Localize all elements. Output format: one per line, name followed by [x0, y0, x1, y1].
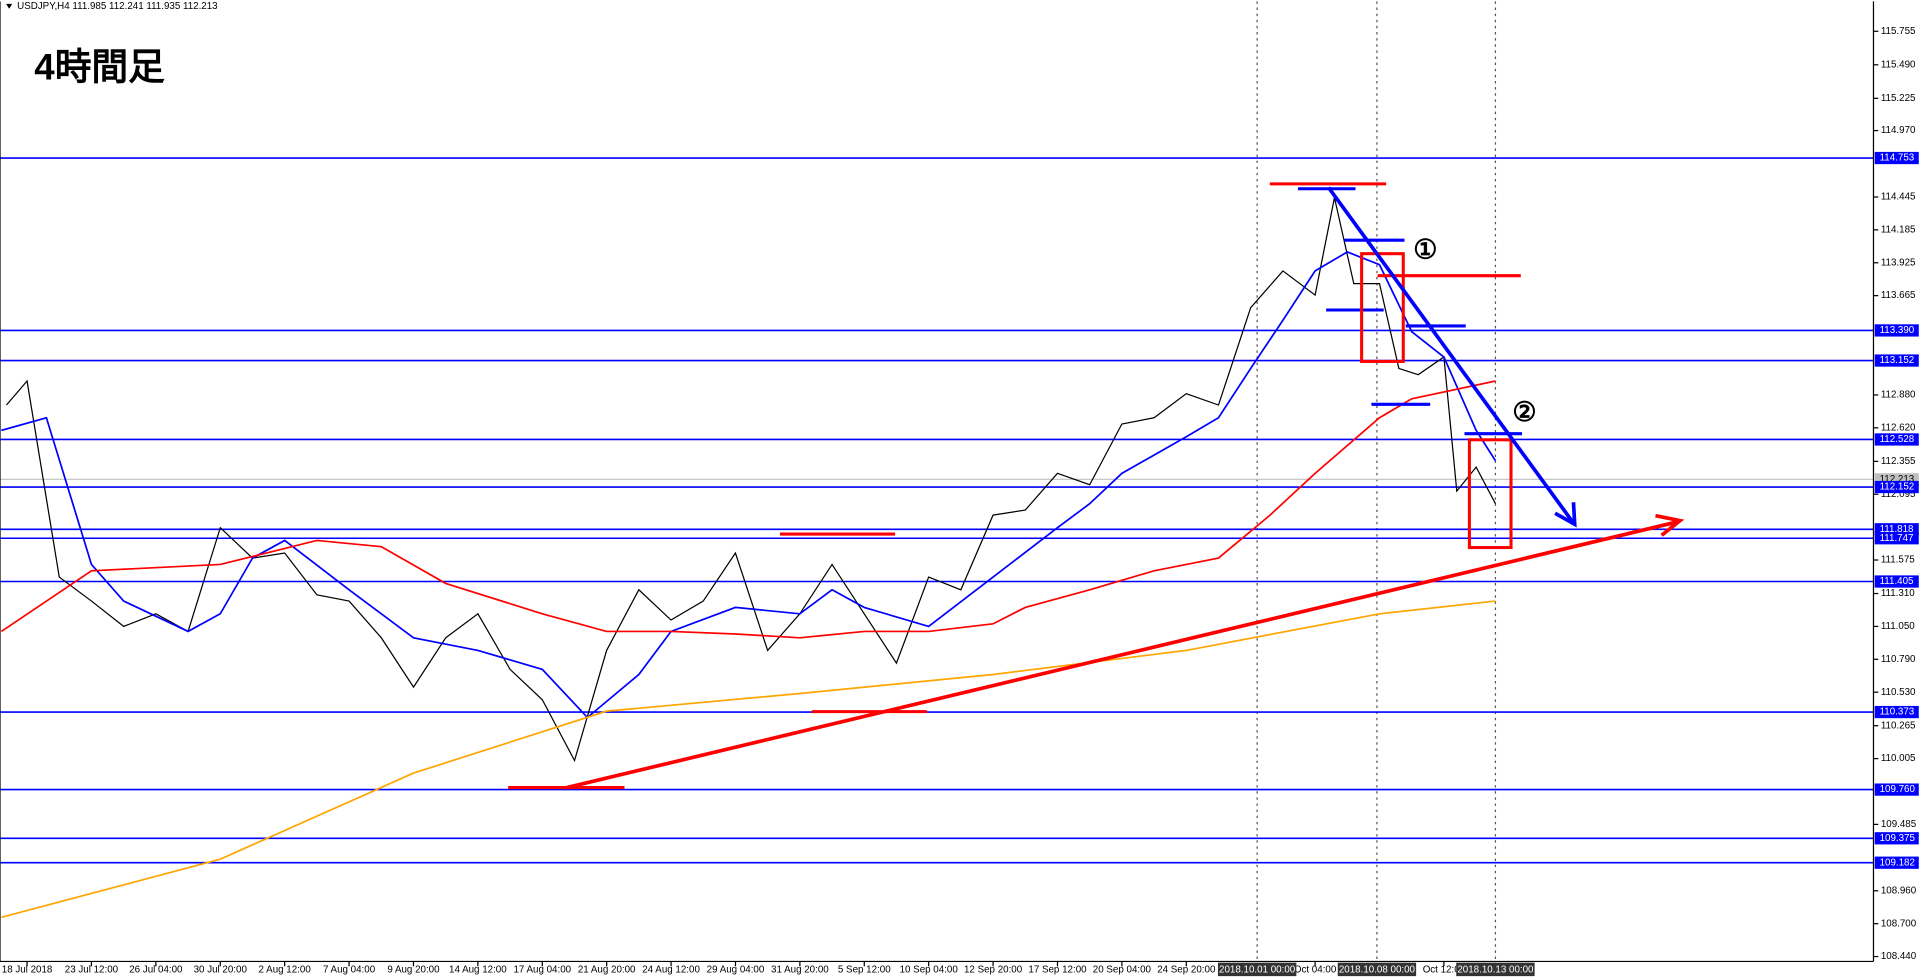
y-tick-label: 110.005: [1881, 753, 1916, 764]
level-label: 111.405: [1880, 576, 1914, 587]
drawings: [508, 182, 1685, 790]
y-tick-label: 110.790: [1881, 654, 1916, 665]
x-tick-label: Oct 04:00: [1294, 965, 1337, 976]
y-tick-label: 108.440: [1881, 951, 1917, 962]
x-tick-label: 31 Aug 20:00: [771, 965, 829, 976]
x-tick-label: 14 Aug 12:00: [449, 965, 507, 976]
series-line: [0, 380, 1496, 639]
x-tick-label: 9 Aug 20:00: [387, 965, 440, 976]
arrow-head: [1554, 502, 1577, 528]
chart-title: 4時間足: [34, 47, 165, 88]
x-tick-label: 26 Jul 04:00: [129, 965, 183, 976]
y-tick-label: 112.880: [1881, 390, 1916, 401]
y-tick-label: 115.225: [1881, 93, 1916, 104]
level-label: 111.818: [1880, 524, 1914, 535]
arrow-head: [1655, 513, 1685, 537]
y-tick-label: 114.970: [1881, 125, 1916, 136]
level-label: 112.152: [1880, 482, 1915, 493]
y-tick-label: 113.925: [1881, 257, 1916, 268]
chart-header: USDJPY,H4 111.985 112.241 111.935 112.21…: [17, 1, 218, 12]
level-label: 109.760: [1880, 784, 1916, 795]
level-label: 109.182: [1880, 857, 1915, 868]
series-layer: [0, 197, 1497, 919]
level-label-box: [1874, 480, 1919, 494]
annotation: ①: [1413, 234, 1437, 264]
marker-label-box: [1456, 962, 1535, 977]
level-label-box: [1874, 832, 1919, 845]
level-label: 110.373: [1880, 707, 1915, 718]
level-label: 114.753: [1880, 153, 1915, 164]
y-tick-label: 109.485: [1881, 819, 1917, 830]
axis-layer: 115.755 115.490 115.225 114.970 114.445 114.1…: [2, 26, 1919, 977]
y-tick-label: 108.700: [1881, 918, 1917, 929]
y-tick-label: 108.960: [1881, 885, 1917, 896]
y-tick-label: 111.310: [1881, 588, 1915, 599]
y-tick-label: 112.620: [1881, 422, 1916, 433]
x-tick-label: 23 Jul 12:00: [65, 965, 119, 976]
y-tick-label: 115.490: [1881, 59, 1916, 70]
x-tick-label: 12 Sep 20:00: [964, 965, 1023, 976]
level-label: 113.152: [1880, 355, 1915, 366]
y-tick-label: 112.095: [1881, 489, 1916, 500]
series-line: [1, 251, 1497, 719]
level-label-box: [1874, 532, 1919, 545]
level-label-box: [1874, 575, 1919, 588]
marker-label: 2018.10.01 00:00: [1219, 965, 1296, 976]
x-tick-label: 24 Sep 20:00: [1157, 965, 1216, 976]
trend-line: [566, 520, 1678, 790]
x-tick-label: 21 Aug 20:00: [578, 965, 636, 976]
grid-layer: [0, 1, 1874, 962]
x-tick-label: Oct 12:00: [1423, 965, 1466, 976]
x-tick-label: 29 Aug 04:00: [707, 965, 765, 976]
x-tick-label: 18 Jul 2018: [2, 965, 53, 976]
level-label: 113.390: [1880, 325, 1915, 336]
y-tick-label: 110.265: [1881, 720, 1916, 731]
y-tick-label: 114.445: [1881, 192, 1916, 203]
y-tick-label: 110.530: [1881, 687, 1916, 698]
level-label: 111.747: [1880, 533, 1914, 544]
x-tick-label: 17 Sep 12:00: [1028, 965, 1087, 976]
levels-layer: [0, 157, 1874, 864]
y-tick-label: 115.755: [1881, 26, 1916, 37]
y-tick-label: 113.665: [1881, 290, 1916, 301]
marker-label-box: [1337, 962, 1417, 977]
x-tick-label: 17 Aug 04:00: [513, 965, 571, 976]
x-tick-label: 30 Jul 20:00: [194, 965, 248, 976]
y-tick-label: 114.185: [1881, 224, 1916, 235]
x-tick-label: 20 Sep 04:00: [1093, 965, 1152, 976]
marker-label-box: [1217, 962, 1297, 977]
annotation: ②: [1512, 397, 1536, 427]
x-tick-label: 7 Aug 04:00: [323, 965, 376, 976]
level-label: 109.375: [1880, 833, 1916, 844]
level-label-box: [1874, 354, 1919, 367]
level-label-box: [1874, 151, 1919, 165]
y-tick-label: 111.575: [1881, 555, 1915, 566]
x-tick-label: 10 Sep 04:00: [900, 965, 959, 976]
level-label-box: [1874, 705, 1919, 719]
highlight-box: [1467, 438, 1513, 550]
marker-label: 2018.10.08 00:00: [1339, 965, 1416, 976]
x-tick-label: 5 Sep 12:00: [838, 965, 891, 976]
x-tick-label: 24 Aug 12:00: [642, 965, 700, 976]
level-label-box: [1874, 783, 1919, 796]
x-tick-label: 2 Aug 12:00: [259, 965, 312, 976]
highlight-box: [1360, 252, 1405, 363]
last-price-label: 112.213: [1880, 474, 1915, 485]
y-tick-label: 112.355: [1881, 456, 1916, 467]
level-label-box: [1874, 856, 1919, 869]
level-label-box: [1874, 433, 1919, 446]
menu-icon: [6, 3, 13, 9]
marker-label: 2018.10.13 00:00: [1457, 965, 1534, 976]
series-line: [1, 600, 1496, 919]
level-label-box: [1874, 324, 1919, 337]
trend-line: [1327, 186, 1575, 525]
level-label: 112.528: [1880, 434, 1915, 445]
y-tick-label: 111.050: [1881, 621, 1915, 632]
